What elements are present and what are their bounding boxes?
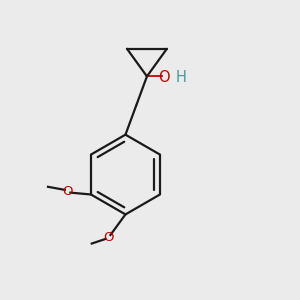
Text: O: O bbox=[103, 231, 114, 244]
Text: O: O bbox=[63, 185, 73, 198]
Text: O: O bbox=[158, 70, 169, 86]
Text: H: H bbox=[175, 70, 186, 86]
